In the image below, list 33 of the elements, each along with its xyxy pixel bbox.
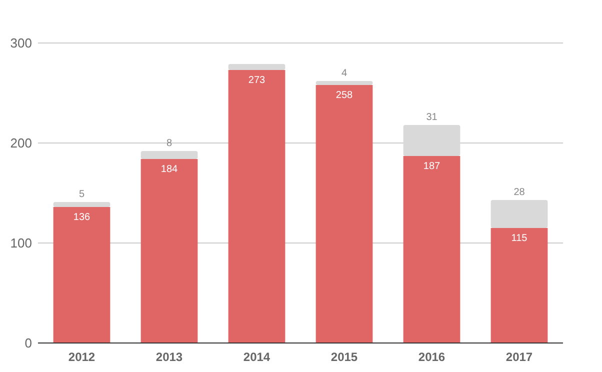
data-label: 136: [73, 212, 91, 223]
bar: [403, 125, 460, 156]
data-label: 28: [514, 187, 526, 198]
bar: [53, 207, 110, 343]
x-tick-label: 2014: [243, 350, 270, 364]
y-tick-label: 100: [10, 236, 32, 251]
bar: [228, 64, 286, 70]
bar: [490, 228, 548, 343]
bar: [316, 81, 373, 85]
x-tick-label: 2017: [506, 350, 533, 364]
bar: [140, 151, 198, 159]
x-tick-label: 2012: [68, 350, 96, 364]
bar: [316, 85, 373, 343]
x-tick-label: 2016: [418, 350, 446, 364]
data-label: 184: [160, 164, 178, 175]
data-label: 8: [166, 138, 172, 149]
bar: [228, 70, 286, 343]
data-label: 273: [248, 75, 266, 86]
x-tick-label: 2015: [330, 350, 358, 364]
data-label: 5: [78, 189, 85, 200]
data-label: 187: [423, 161, 441, 172]
y-tick-label: 300: [10, 36, 32, 51]
bar: [403, 156, 460, 343]
data-label: 258: [336, 90, 354, 101]
x-tick-label: 2013: [156, 350, 183, 364]
data-label: 115: [511, 233, 528, 244]
bar: [53, 202, 110, 207]
y-tick-label: 0: [24, 336, 32, 351]
bar: [490, 200, 548, 228]
data-label: 31: [426, 112, 438, 123]
y-tick-label: 200: [10, 136, 32, 151]
data-label: 4: [341, 68, 348, 79]
bar: [140, 159, 198, 343]
